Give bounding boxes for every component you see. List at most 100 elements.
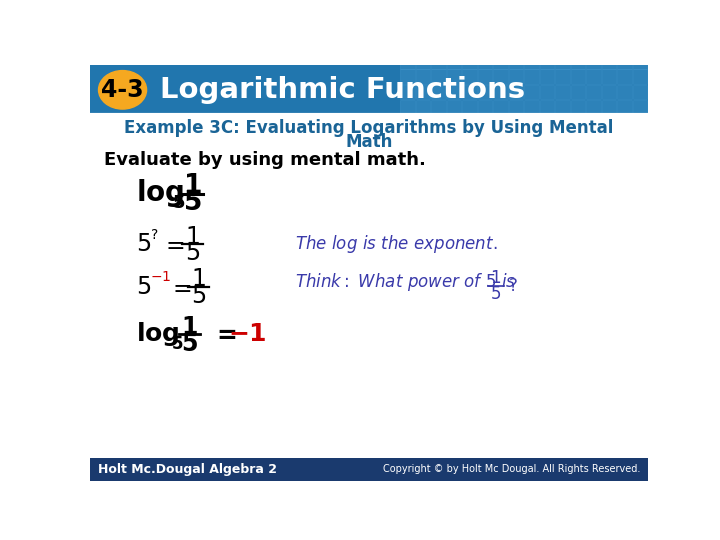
Text: $\mathbf{log}$: $\mathbf{log}$ bbox=[137, 320, 180, 348]
Bar bbox=[400, 100, 415, 115]
Bar bbox=[555, 100, 570, 115]
Bar bbox=[446, 54, 462, 69]
Bar bbox=[632, 85, 647, 99]
Bar bbox=[617, 100, 631, 115]
Text: $\mathbf{log}$: $\mathbf{log}$ bbox=[137, 177, 184, 210]
Bar bbox=[570, 85, 585, 99]
Text: $5$: $5$ bbox=[185, 241, 200, 266]
Bar bbox=[539, 70, 554, 84]
Bar bbox=[555, 70, 570, 84]
Text: $5$: $5$ bbox=[137, 232, 152, 256]
Bar bbox=[586, 100, 600, 115]
Text: Example 3C: Evaluating Logarithms by Using Mental: Example 3C: Evaluating Logarithms by Usi… bbox=[125, 119, 613, 137]
Bar bbox=[555, 54, 570, 69]
Bar bbox=[431, 54, 446, 69]
Bar bbox=[570, 70, 585, 84]
Bar bbox=[524, 100, 539, 115]
Bar bbox=[586, 54, 600, 69]
Bar bbox=[648, 70, 662, 84]
Bar bbox=[524, 70, 539, 84]
Text: $1$: $1$ bbox=[185, 225, 199, 248]
Bar bbox=[601, 85, 616, 99]
Bar bbox=[508, 85, 523, 99]
Text: $=$: $=$ bbox=[161, 232, 185, 256]
Text: Logarithmic Functions: Logarithmic Functions bbox=[160, 76, 525, 104]
Bar bbox=[601, 100, 616, 115]
Bar bbox=[648, 100, 662, 115]
Text: $5$: $5$ bbox=[137, 274, 152, 299]
Bar bbox=[632, 100, 647, 115]
Bar bbox=[570, 100, 585, 115]
Bar bbox=[90, 457, 648, 481]
Text: $\mathit{?}$: $\mathit{?}$ bbox=[508, 277, 518, 295]
Bar bbox=[524, 54, 539, 69]
Bar bbox=[415, 70, 431, 84]
Bar bbox=[555, 85, 570, 99]
Bar bbox=[632, 70, 647, 84]
Text: $\mathbf{5}$: $\mathbf{5}$ bbox=[171, 335, 183, 353]
Bar bbox=[446, 100, 462, 115]
Bar bbox=[415, 85, 431, 99]
Text: $\mathbf{5}$: $\mathbf{5}$ bbox=[172, 194, 186, 212]
Text: $\mathbf{5}$: $\mathbf{5}$ bbox=[183, 191, 202, 217]
Bar bbox=[415, 100, 431, 115]
Bar bbox=[524, 85, 539, 99]
Text: $=$: $=$ bbox=[168, 274, 192, 299]
Bar bbox=[415, 54, 431, 69]
Bar bbox=[601, 70, 616, 84]
Bar bbox=[400, 85, 415, 99]
Bar bbox=[400, 54, 415, 69]
Bar bbox=[570, 54, 585, 69]
Bar bbox=[632, 54, 647, 69]
Ellipse shape bbox=[99, 71, 147, 109]
Text: Evaluate by using mental math.: Evaluate by using mental math. bbox=[104, 151, 426, 169]
Bar bbox=[446, 70, 462, 84]
Text: $\mathit{5}$: $\mathit{5}$ bbox=[490, 285, 501, 303]
Bar bbox=[493, 54, 508, 69]
Bar bbox=[462, 54, 477, 69]
Text: $\mathit{The\ log\ is\ the\ exponent.}$: $\mathit{The\ log\ is\ the\ exponent.}$ bbox=[295, 233, 498, 255]
Bar bbox=[462, 85, 477, 99]
Bar bbox=[539, 100, 554, 115]
Bar bbox=[431, 70, 446, 84]
Bar bbox=[539, 85, 554, 99]
Text: $\mathbf{1}$: $\mathbf{1}$ bbox=[183, 173, 202, 199]
Bar bbox=[462, 70, 477, 84]
Text: Holt Mc.Dougal Algebra 2: Holt Mc.Dougal Algebra 2 bbox=[98, 463, 276, 476]
Bar bbox=[90, 65, 648, 115]
Bar bbox=[431, 85, 446, 99]
Bar bbox=[446, 85, 462, 99]
Bar bbox=[477, 54, 492, 69]
Bar bbox=[477, 85, 492, 99]
Text: $\mathit{1}$: $\mathit{1}$ bbox=[490, 269, 501, 287]
Bar bbox=[508, 100, 523, 115]
Bar bbox=[648, 54, 662, 69]
Text: $1$: $1$ bbox=[191, 267, 206, 291]
Text: $\mathbf{5}$: $\mathbf{5}$ bbox=[181, 332, 197, 355]
Bar bbox=[586, 85, 600, 99]
Text: $\mathit{Think{:}\ What\ power\ of\ 5\ is}$: $\mathit{Think{:}\ What\ power\ of\ 5\ i… bbox=[295, 271, 516, 293]
Bar bbox=[539, 54, 554, 69]
Text: $\mathbf{1}$: $\mathbf{1}$ bbox=[181, 315, 197, 339]
Text: $-1$: $-1$ bbox=[150, 271, 171, 285]
Bar bbox=[586, 70, 600, 84]
Text: Copyright © by Holt Mc Dougal. All Rights Reserved.: Copyright © by Holt Mc Dougal. All Right… bbox=[383, 464, 640, 474]
Bar bbox=[508, 70, 523, 84]
Bar bbox=[477, 70, 492, 84]
Bar bbox=[648, 85, 662, 99]
Bar bbox=[462, 100, 477, 115]
Bar bbox=[493, 100, 508, 115]
Bar bbox=[508, 54, 523, 69]
Bar bbox=[493, 70, 508, 84]
Text: $5$: $5$ bbox=[191, 284, 206, 308]
Bar bbox=[493, 85, 508, 99]
Bar bbox=[617, 54, 631, 69]
Text: 4-3: 4-3 bbox=[102, 78, 144, 102]
Bar bbox=[431, 100, 446, 115]
Text: $?$: $?$ bbox=[150, 228, 159, 242]
Bar bbox=[477, 100, 492, 115]
Text: Math: Math bbox=[346, 133, 392, 151]
Bar bbox=[601, 54, 616, 69]
Bar bbox=[617, 70, 631, 84]
Bar bbox=[617, 85, 631, 99]
